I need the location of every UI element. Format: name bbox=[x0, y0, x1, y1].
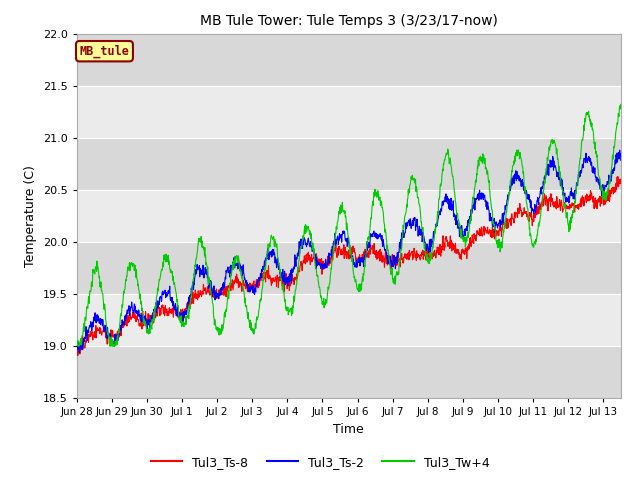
Legend: Tul3_Ts-8, Tul3_Ts-2, Tul3_Tw+4: Tul3_Ts-8, Tul3_Ts-2, Tul3_Tw+4 bbox=[145, 451, 495, 474]
Title: MB Tule Tower: Tule Temps 3 (3/23/17-now): MB Tule Tower: Tule Temps 3 (3/23/17-now… bbox=[200, 14, 498, 28]
Bar bbox=[77, 346, 621, 398]
Text: MB_tule: MB_tule bbox=[79, 45, 129, 58]
Bar bbox=[77, 294, 621, 346]
Bar bbox=[77, 190, 621, 242]
Bar bbox=[77, 34, 621, 86]
Bar bbox=[77, 138, 621, 190]
Y-axis label: Temperature (C): Temperature (C) bbox=[24, 165, 37, 267]
Bar bbox=[77, 242, 621, 294]
Bar bbox=[77, 86, 621, 138]
X-axis label: Time: Time bbox=[333, 423, 364, 436]
